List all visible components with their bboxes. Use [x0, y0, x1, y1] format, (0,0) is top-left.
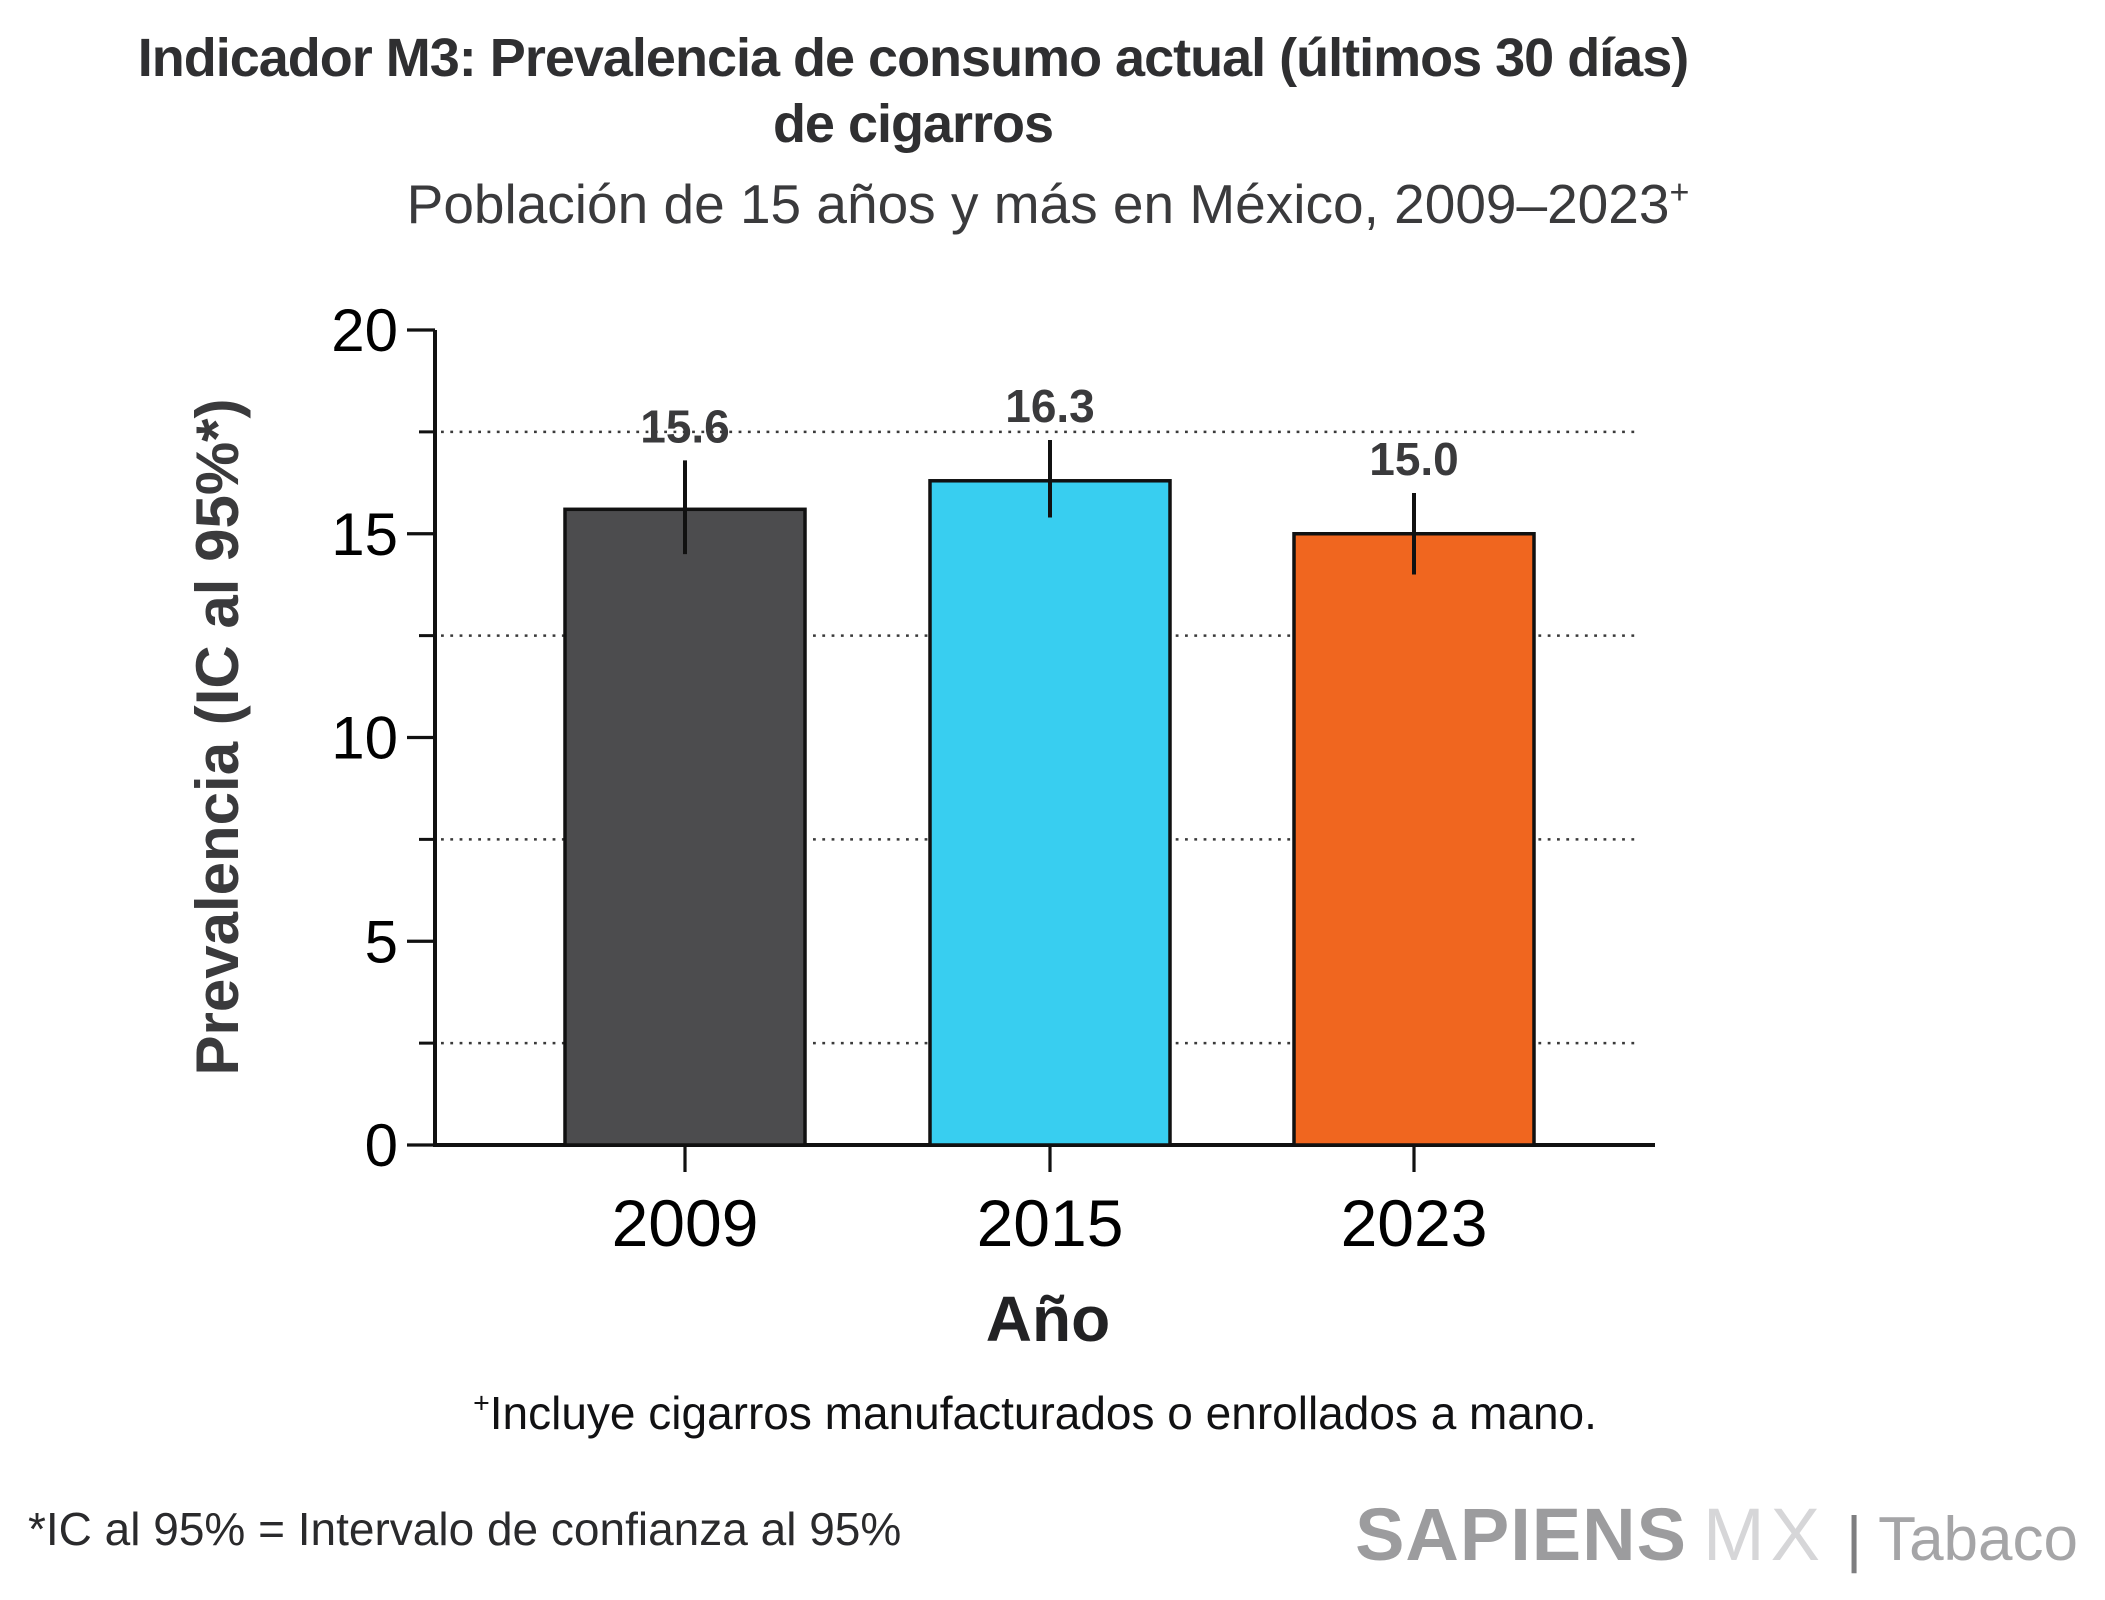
chart-subtitle-text: Población de 15 años y más en México, 20… [406, 173, 1670, 235]
x-tick-label-2015: 2015 [977, 1186, 1124, 1260]
logo-product: Tabaco [1878, 1505, 2078, 1574]
logo-suffix: MX [1702, 1493, 1826, 1576]
x-axis-title: Año [985, 1283, 1111, 1355]
bar-2015 [928, 479, 1172, 1147]
chart-subtitle-superscript: + [1669, 173, 1690, 212]
y-tick-label-0: 0 [365, 1112, 398, 1179]
value-label-2023: 15.0 [1369, 433, 1459, 485]
bar-2023 [1292, 532, 1536, 1147]
bar-2009 [563, 507, 807, 1147]
x-tick-label-2023: 2023 [1341, 1186, 1488, 1260]
y-tick-label-5: 5 [365, 908, 398, 975]
value-label-2009: 15.6 [640, 400, 730, 452]
sapiens-mx-logo: SAPIENS MX | Tabaco [1355, 1492, 2078, 1577]
y-tick-label-10: 10 [331, 705, 398, 772]
footnote-includes: +Incluye cigarros manufacturados o enrol… [473, 1386, 1597, 1440]
footnote-includes-text: Incluye cigarros manufacturados o enroll… [489, 1387, 1597, 1439]
x-tick-label-2009: 2009 [612, 1186, 759, 1260]
y-axis-title: Prevalencia (IC al 95%*) [184, 398, 251, 1075]
chart-title-line2: de cigarros [772, 93, 1054, 154]
y-tick-label-15: 15 [331, 501, 398, 568]
chart-title: Indicador M3: Prevalencia de consumo act… [137, 26, 1689, 158]
logo-divider: | [1845, 1505, 1863, 1574]
y-tick-label-20: 20 [331, 297, 398, 364]
footnote-confidence-interval: *IC al 95% = Intervalo de confianza al 9… [28, 1503, 902, 1555]
chart-title-line1: Indicador M3: Prevalencia de consumo act… [137, 28, 1689, 88]
logo-brand: SAPIENS [1355, 1493, 1687, 1576]
footnote-includes-superscript: + [473, 1387, 490, 1420]
value-label-2015: 16.3 [1005, 380, 1095, 432]
chart-subtitle: Población de 15 años y más en México, 20… [407, 172, 1690, 236]
